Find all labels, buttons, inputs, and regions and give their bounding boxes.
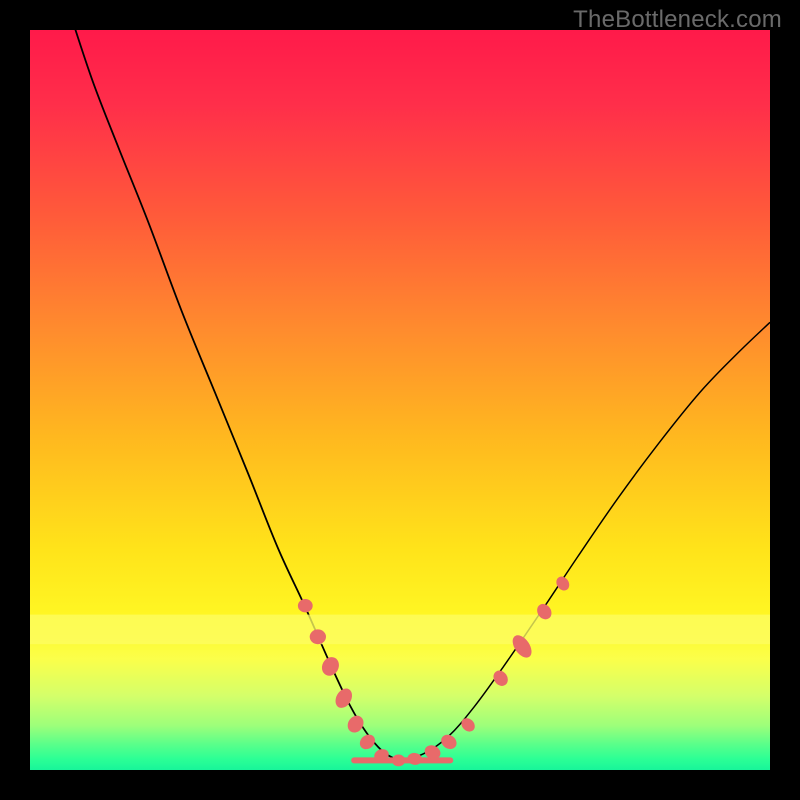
bead-marker bbox=[298, 599, 313, 612]
chart-svg bbox=[30, 30, 770, 770]
bead-marker bbox=[438, 732, 459, 752]
occluder-band bbox=[30, 615, 770, 645]
bead-marker bbox=[406, 752, 423, 766]
bead-marker bbox=[344, 713, 366, 736]
curve-right bbox=[400, 322, 770, 761]
curve-left bbox=[71, 30, 400, 761]
watermark-text: TheBottleneck.com bbox=[573, 6, 782, 34]
bead-marker bbox=[332, 686, 355, 711]
bead-marker bbox=[554, 574, 572, 593]
bead-marker bbox=[310, 629, 326, 644]
bead-marker bbox=[319, 654, 342, 679]
bead-marker bbox=[392, 754, 405, 766]
bead-marker bbox=[491, 668, 511, 689]
bead-marker bbox=[459, 715, 478, 734]
chart-area bbox=[30, 30, 770, 770]
